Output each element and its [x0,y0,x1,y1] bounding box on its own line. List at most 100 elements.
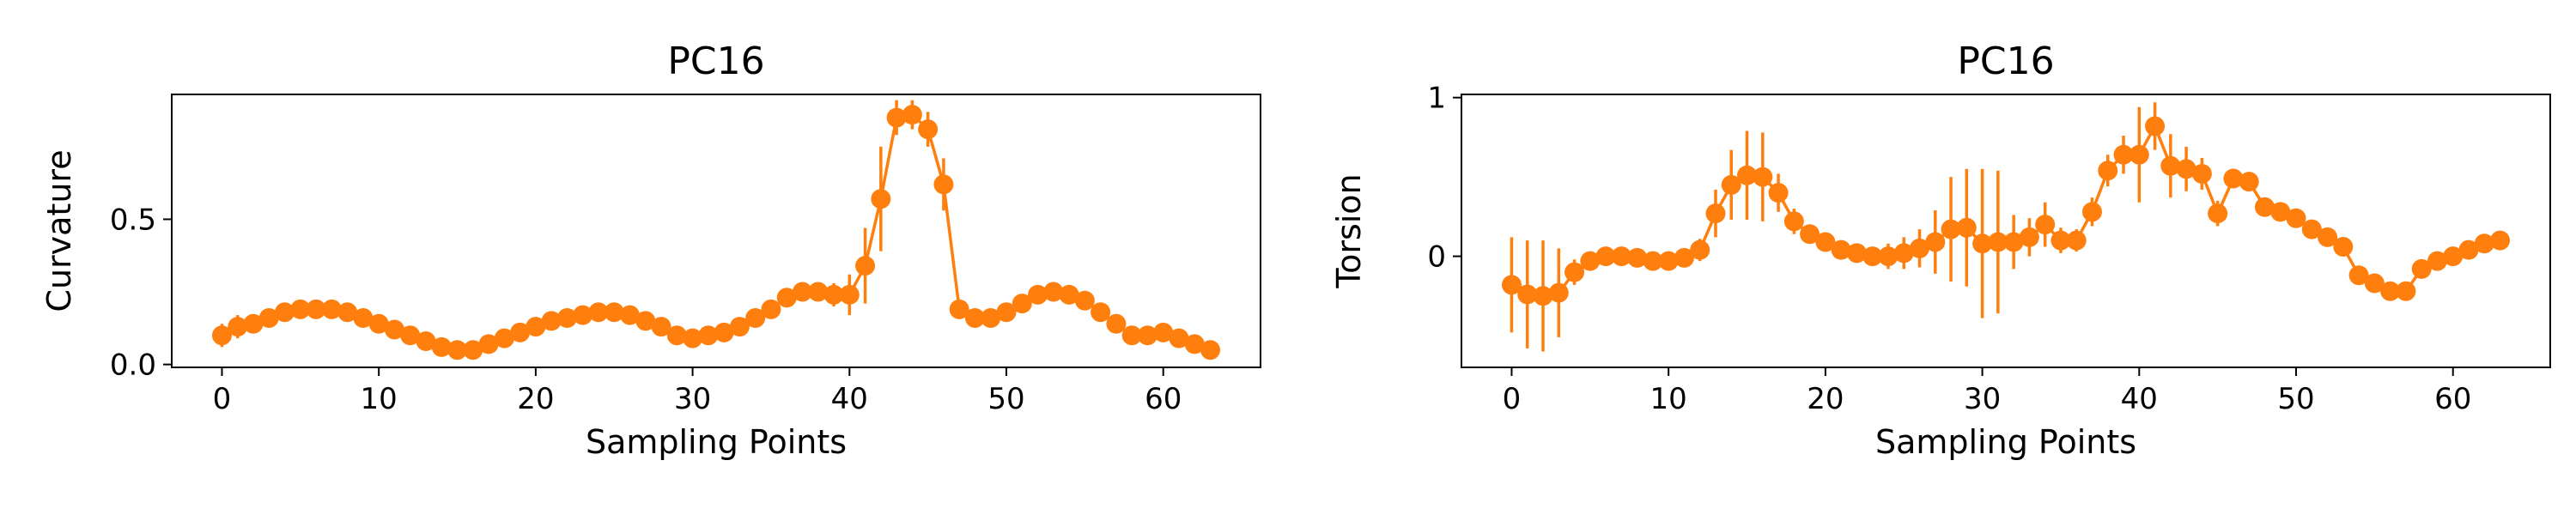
data-point [431,336,452,357]
data-point [1106,313,1127,334]
x-tick-label: 60 [2434,382,2471,416]
x-tick-label: 10 [361,382,398,416]
data-point [306,299,326,319]
data-point [2254,197,2275,217]
data-point [1121,325,1142,346]
data-point [447,340,468,360]
data-point [2239,172,2259,192]
x-axis-label: Sampling Points [586,423,847,461]
data-point [776,288,797,308]
x-tick-label: 60 [1145,382,1182,416]
data-point [1925,232,1946,252]
data-point [996,302,1017,323]
data-point [1153,322,1174,342]
chart-title: PC16 [1957,39,2054,83]
chart-panel-2: PC16 0 10 20 30 40 50 60 0 1 Sampling Points Torsio… [1330,39,2551,461]
data-point [494,328,514,348]
data-point [2081,202,2102,222]
data-point [2019,227,2039,247]
data-point [761,299,781,319]
data-point [243,313,264,334]
data-point [2208,203,2228,224]
data-point [2380,281,2401,301]
data-point [321,299,342,319]
data-point [400,325,421,346]
data-point [2270,202,2291,222]
data-point [1910,238,1930,258]
y-tick-label: 1 [1427,82,1446,116]
data-point [556,307,577,328]
plot-frame [1461,94,2551,368]
data-point [1783,211,1804,232]
data-point [745,307,766,328]
data-point [808,282,829,302]
data-point [2050,230,2071,251]
data-point [1169,328,1189,348]
data-point [1611,246,1631,267]
data-point [1815,232,1836,252]
data-point [478,334,499,354]
data-point [1737,165,1758,185]
data-point [792,282,812,302]
data-point [2176,159,2196,179]
data-point [1768,183,1789,203]
data-point [871,189,891,209]
data-point [683,328,703,348]
y-axis-label: Curvature [40,149,78,312]
data-point [2348,265,2369,286]
x-tick-label: 50 [2277,382,2314,416]
data-point [1721,174,1741,195]
data-point [275,302,295,323]
x-tick-label: 10 [1650,382,1687,416]
data-point [1893,243,1914,264]
data-point [541,311,562,331]
data-point [1643,251,1663,271]
data-point [2490,230,2511,251]
data-point [1846,243,1867,264]
x-tick-label: 40 [831,382,868,416]
data-point [1800,224,1820,245]
data-point [651,317,671,337]
data-point [2458,239,2479,260]
data-point [1564,262,1585,282]
plot-frame [171,94,1261,368]
data-point [839,284,860,305]
chart-panel-1: PC16 0 10 20 30 40 50 60 0.0 0.5 Sampling Points Cu… [40,39,1261,461]
data-point [2129,144,2149,165]
data-point [2066,230,2087,251]
data-point [1548,282,1569,303]
data-point [1878,246,1899,267]
chart-title: PC16 [667,39,764,83]
y-tick-label: 0.0 [110,348,156,383]
data-point [1533,286,1553,306]
data-point [2191,163,2212,184]
data-point [588,302,609,323]
data-point [1580,251,1601,271]
data-point [384,319,404,340]
data-point [666,325,687,346]
data-point [228,317,248,337]
data-point [2035,215,2056,235]
data-point [1658,251,1679,271]
data-point [620,305,641,325]
data-point [2364,273,2385,294]
data-point [463,340,483,360]
data-point [2003,232,2024,252]
data-point [1690,239,1710,260]
data-point [635,311,656,331]
data-point [1831,239,1851,260]
data-point [964,307,985,328]
y-axis-label: Torsion [1330,173,1368,288]
x-tick-label: 0 [213,382,232,416]
data-point [2098,161,2118,181]
data-point [918,119,939,140]
data-point [2396,281,2416,301]
x-tick-label: 20 [517,382,554,416]
data-point [1941,219,1961,239]
data-point [1028,284,1048,305]
data-point [258,307,279,328]
data-point [823,284,844,305]
data-point [729,317,750,337]
data-point [1059,284,1079,305]
data-point [1091,302,1111,323]
